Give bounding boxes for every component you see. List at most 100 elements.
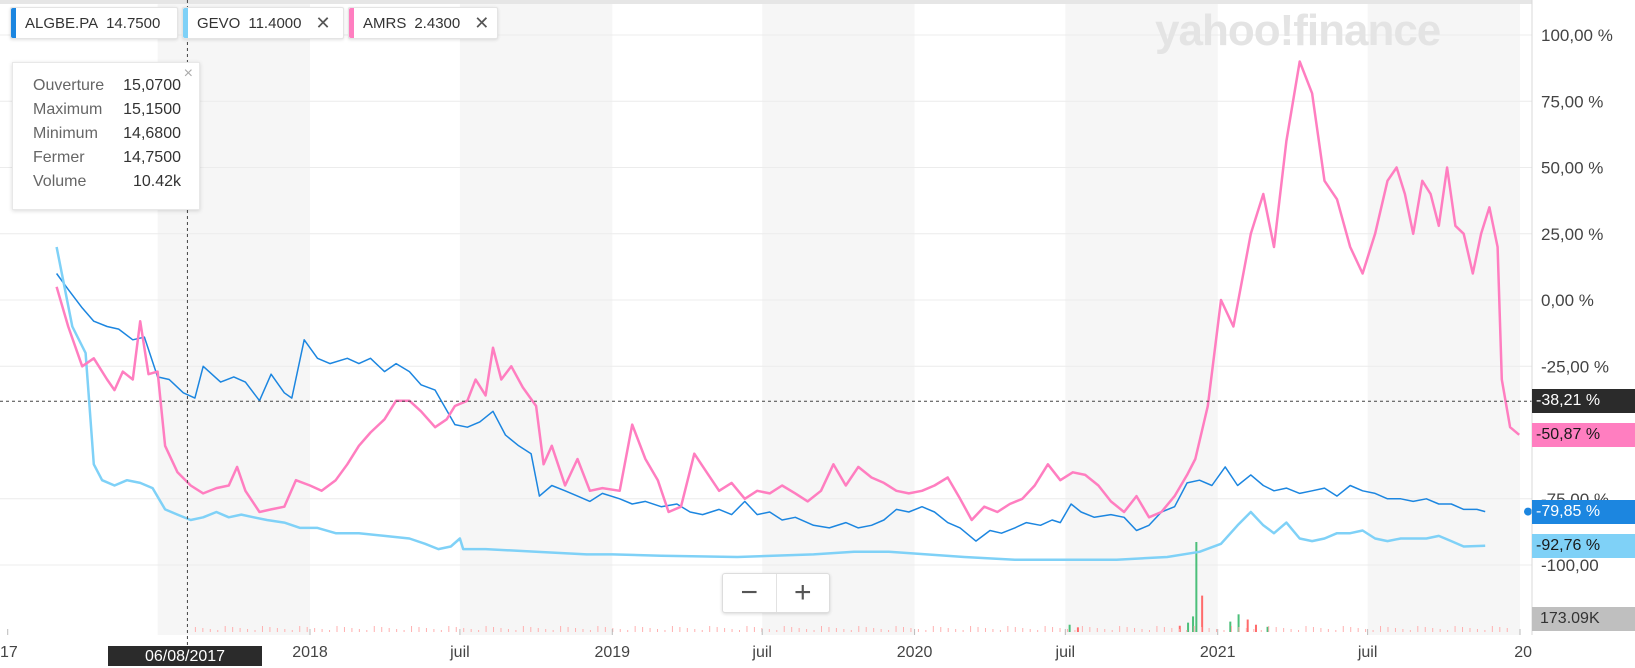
- volume-bar: [291, 630, 293, 632]
- volume-bar: [820, 626, 822, 632]
- volume-bar: [776, 630, 778, 632]
- volume-bar: [664, 630, 666, 632]
- legend-symbol: AMRS: [363, 14, 407, 32]
- zoom-in-button[interactable]: +: [793, 576, 812, 609]
- volume-bar: [843, 629, 845, 632]
- volume-bar: [1342, 626, 1344, 632]
- volume-bar: [627, 630, 629, 632]
- volume-bar: [888, 630, 890, 632]
- volume-bar: [932, 626, 934, 632]
- ohlc-tooltip: × Ouverture 15,0700 Maximum 15,1500 Minimum 1…: [12, 62, 200, 210]
- time-band: [459, 0, 613, 635]
- legend-chip-gevo[interactable]: GEVO 11.4000 ✕: [182, 7, 344, 39]
- y-tick-label: -25,00 %: [1541, 357, 1609, 376]
- volume-bar: [791, 627, 793, 632]
- legend-chip-algbe-pa[interactable]: ALGBE.PA 14.7500: [10, 7, 178, 39]
- y-tick-label: 75,00 %: [1541, 92, 1603, 111]
- volume-bar: [970, 626, 972, 632]
- volume-bar: [276, 628, 278, 632]
- volume-bar: [269, 627, 271, 632]
- volume-bar: [649, 628, 651, 632]
- volume-bar: [1156, 626, 1158, 632]
- volume-bar: [1484, 630, 1486, 632]
- legend-color-swatch: [11, 8, 16, 38]
- tooltip-label: Ouverture: [33, 77, 105, 94]
- legend-remove-icon[interactable]: ✕: [474, 13, 490, 33]
- volume-bar: [1327, 629, 1329, 632]
- volume-bar: [194, 627, 196, 632]
- volume-bar: [865, 627, 867, 632]
- volume-bar: [1089, 627, 1091, 632]
- volume-bar: [560, 626, 562, 632]
- volume-bar: [1476, 629, 1478, 632]
- legend-remove-icon[interactable]: ✕: [315, 13, 331, 33]
- volume-bar: [977, 627, 979, 632]
- volume-bar: [1052, 627, 1054, 632]
- volume-bar: [411, 626, 413, 632]
- volume-bar: [992, 629, 994, 632]
- volume-bar: [1238, 627, 1240, 632]
- volume-bar: [500, 628, 502, 632]
- volume-bar: [1171, 628, 1173, 632]
- volume-bar: [507, 629, 509, 632]
- volume-bar: [657, 629, 659, 632]
- y-tick-label: 25,00 %: [1541, 225, 1603, 244]
- x-tick-label: juil: [449, 644, 470, 661]
- volume-bar: [1223, 630, 1225, 632]
- yahoo-finance-logo: yahoo!finance: [1155, 6, 1441, 55]
- volume-bar: [425, 628, 427, 632]
- tooltip-row-ouverture: Ouverture 15,0700: [33, 77, 181, 99]
- volume-bar: [940, 627, 942, 632]
- volume-bar: [1409, 630, 1411, 632]
- volume-bar: [1066, 629, 1068, 632]
- volume-bar: [448, 626, 450, 632]
- volume-bar: [209, 629, 211, 632]
- tooltip-close-icon[interactable]: ×: [183, 65, 193, 82]
- volume-bar: [1134, 628, 1136, 632]
- volume-bar: [1186, 630, 1188, 632]
- volume-bar: [1394, 628, 1396, 632]
- volume-bar: [724, 628, 726, 632]
- volume-bar: [351, 628, 353, 632]
- tooltip-value: 15,1500: [123, 101, 181, 118]
- volume-bar: [329, 630, 331, 632]
- volume-bar: [947, 628, 949, 632]
- x-tick-label: 2020: [897, 644, 933, 661]
- volume-bar: [299, 626, 301, 632]
- volume-bar: [1037, 630, 1039, 632]
- volume-bar: [597, 626, 599, 632]
- volume-bar: [701, 630, 703, 632]
- volume-bar: [1007, 626, 1009, 632]
- volume-bar: [373, 626, 375, 632]
- volume-bar: [545, 629, 547, 632]
- volume-bar: [1372, 630, 1374, 632]
- volume-bar: [806, 629, 808, 632]
- volume-bar: [202, 628, 204, 632]
- volume-bar: [768, 629, 770, 632]
- volume-bar: [1119, 626, 1121, 632]
- volume-bar: [1201, 595, 1204, 632]
- zoom-out-button[interactable]: −: [723, 574, 777, 612]
- legend-price: 2.4300: [414, 14, 461, 32]
- volume-bar: [1192, 616, 1195, 632]
- volume-bar: [1022, 628, 1024, 632]
- crosshair-date-label: 06/08/2017: [108, 646, 262, 666]
- legend-chip-amrs[interactable]: AMRS 2.4300 ✕: [348, 7, 498, 39]
- volume-bar: [1283, 628, 1285, 632]
- volume-bar: [619, 629, 621, 632]
- volume-bar: [522, 626, 524, 632]
- volume-bar: [828, 627, 830, 632]
- volume-bar: [873, 628, 875, 632]
- top-border: [0, 0, 1532, 4]
- legend-symbol: ALGBE.PA: [25, 14, 99, 32]
- volume-bar: [1076, 627, 1079, 632]
- volume-bar: [880, 629, 882, 632]
- y-tick-label: -100,00: [1541, 556, 1599, 575]
- volume-bar: [955, 629, 957, 632]
- volume-bar: [343, 627, 345, 632]
- legend-color-swatch: [349, 8, 354, 38]
- x-tick-label: 2019: [594, 644, 630, 661]
- volume-bar: [232, 627, 234, 632]
- volume-bar: [1253, 629, 1255, 632]
